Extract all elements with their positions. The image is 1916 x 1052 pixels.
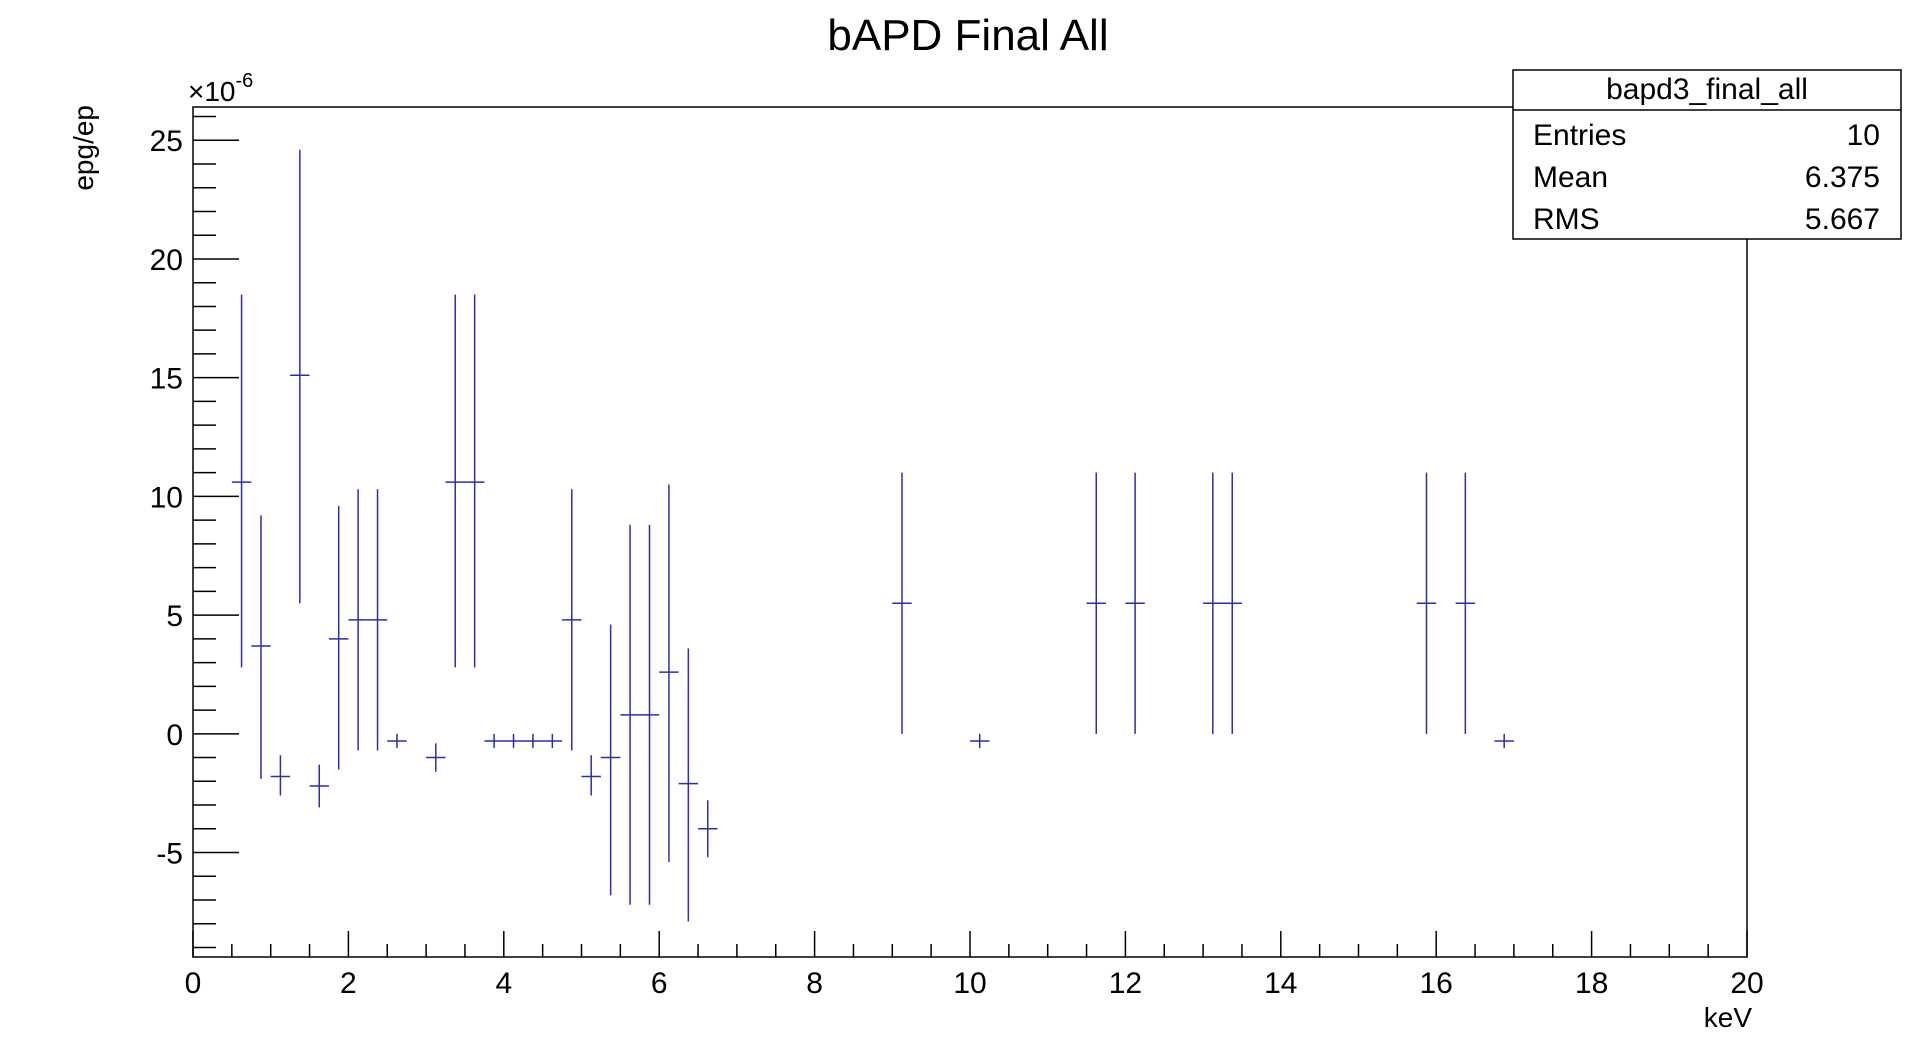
data-point <box>523 733 543 749</box>
y-tick-label: 20 <box>150 244 183 277</box>
axes: 0 2 4 6 8 10 12 14 16 18 20 -5 0 5 10 15 20 25 <box>150 106 1764 1000</box>
data-point <box>1086 472 1106 734</box>
y-tick-label: -5 <box>156 838 183 871</box>
data-point <box>464 294 485 668</box>
y-tick-label: 0 <box>166 719 183 752</box>
data-point <box>620 524 640 905</box>
x-tick-label: 14 <box>1264 967 1297 1000</box>
y-tick-label: 5 <box>166 600 183 633</box>
data-point <box>484 733 504 749</box>
data-point <box>678 648 699 922</box>
y-multiplier-base: ×10 <box>188 76 236 107</box>
data-point <box>1416 472 1437 734</box>
y-tick-label: 10 <box>150 481 183 514</box>
x-tick-label: 4 <box>495 967 512 1000</box>
stats-entries-value: 10 <box>1847 119 1880 152</box>
y-axis-label: epg/ep <box>68 105 99 191</box>
data-point <box>1494 733 1514 749</box>
data-point <box>639 524 660 905</box>
x-tick-label: 16 <box>1420 967 1453 1000</box>
y-tick-label: 25 <box>150 125 183 158</box>
x-axis-label: keV <box>1704 1002 1753 1033</box>
data-point <box>581 755 601 796</box>
data-point <box>290 149 310 604</box>
data-point <box>1222 472 1242 734</box>
stats-entries-label: Entries <box>1533 119 1626 152</box>
data-point <box>542 733 563 749</box>
x-tick-label: 10 <box>953 967 986 1000</box>
data-point <box>970 733 990 749</box>
data-point <box>231 294 252 668</box>
data-point <box>659 484 679 863</box>
data-point <box>562 489 582 751</box>
data-point <box>387 733 407 749</box>
data-point <box>445 294 465 668</box>
x-tick-label: 12 <box>1109 967 1142 1000</box>
chart-title: bAPD Final All <box>827 11 1108 60</box>
x-tick-label: 20 <box>1730 967 1763 1000</box>
stats-rms-label: RMS <box>1533 203 1600 236</box>
data-points <box>231 149 1514 922</box>
data-point <box>698 800 718 858</box>
data-point <box>892 472 912 734</box>
data-point <box>503 733 524 749</box>
x-tick-label: 18 <box>1575 967 1608 1000</box>
x-tick-label: 0 <box>185 967 202 1000</box>
y-multiplier-exponent: -6 <box>236 70 254 92</box>
data-point <box>600 624 621 896</box>
stats-box-title: bapd3_final_all <box>1606 73 1808 106</box>
y-tick-label: 15 <box>150 363 183 396</box>
data-point <box>1455 472 1476 734</box>
x-tick-label: 8 <box>806 967 823 1000</box>
data-point <box>309 764 329 808</box>
x-tick-label: 6 <box>651 967 668 1000</box>
stats-rms-value: 5.667 <box>1805 203 1880 236</box>
stats-box: bapd3_final_all Entries 10 Mean 6.375 RM… <box>1512 69 1902 240</box>
data-point <box>328 505 349 770</box>
data-point <box>426 743 446 772</box>
data-point <box>1125 472 1145 734</box>
data-point <box>348 489 368 751</box>
stats-mean-label: Mean <box>1533 161 1608 194</box>
stats-box-frame <box>1512 69 1902 240</box>
data-point <box>251 515 271 779</box>
y-multiplier-label: ×10-6 <box>188 70 253 107</box>
data-point <box>367 489 388 751</box>
stats-mean-value: 6.375 <box>1805 161 1880 194</box>
x-tick-label: 2 <box>340 967 357 1000</box>
data-point <box>270 755 291 796</box>
data-point <box>1203 472 1223 734</box>
